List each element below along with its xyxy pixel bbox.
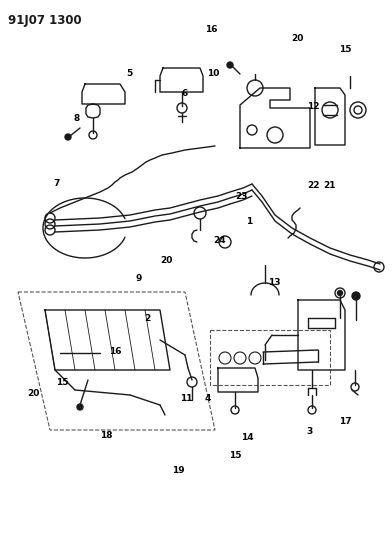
Text: 1: 1 (246, 217, 252, 225)
Circle shape (227, 62, 233, 68)
Text: 18: 18 (100, 432, 112, 440)
Text: 16: 16 (109, 348, 122, 356)
Text: 22: 22 (307, 181, 320, 190)
Text: 5: 5 (126, 69, 132, 78)
Text: 20: 20 (27, 389, 40, 398)
Text: 11: 11 (180, 394, 192, 403)
Circle shape (65, 134, 71, 140)
Text: 2: 2 (144, 314, 150, 323)
Circle shape (77, 404, 83, 410)
Circle shape (338, 290, 343, 295)
Text: 15: 15 (229, 451, 241, 460)
Text: 91J07 1300: 91J07 1300 (8, 14, 82, 27)
Text: 17: 17 (339, 417, 352, 425)
Text: 13: 13 (268, 278, 281, 287)
Text: 20: 20 (160, 256, 173, 264)
Text: 24: 24 (213, 237, 226, 245)
Circle shape (352, 292, 360, 300)
Text: 10: 10 (207, 69, 220, 78)
Text: 15: 15 (56, 378, 69, 387)
Text: 8: 8 (73, 114, 80, 123)
Text: 15: 15 (339, 45, 351, 53)
Text: 23: 23 (235, 192, 247, 200)
Text: 9: 9 (136, 274, 142, 282)
Text: 21: 21 (323, 181, 336, 190)
Text: 3: 3 (307, 427, 313, 436)
Text: 19: 19 (172, 466, 185, 474)
Bar (210, 330, 330, 385)
Text: 20: 20 (292, 34, 304, 43)
Text: 6: 6 (181, 89, 187, 98)
Text: 16: 16 (205, 25, 218, 34)
Text: 4: 4 (205, 394, 211, 403)
Text: 7: 7 (54, 180, 60, 188)
Text: 14: 14 (241, 433, 253, 441)
Text: 12: 12 (307, 102, 320, 111)
